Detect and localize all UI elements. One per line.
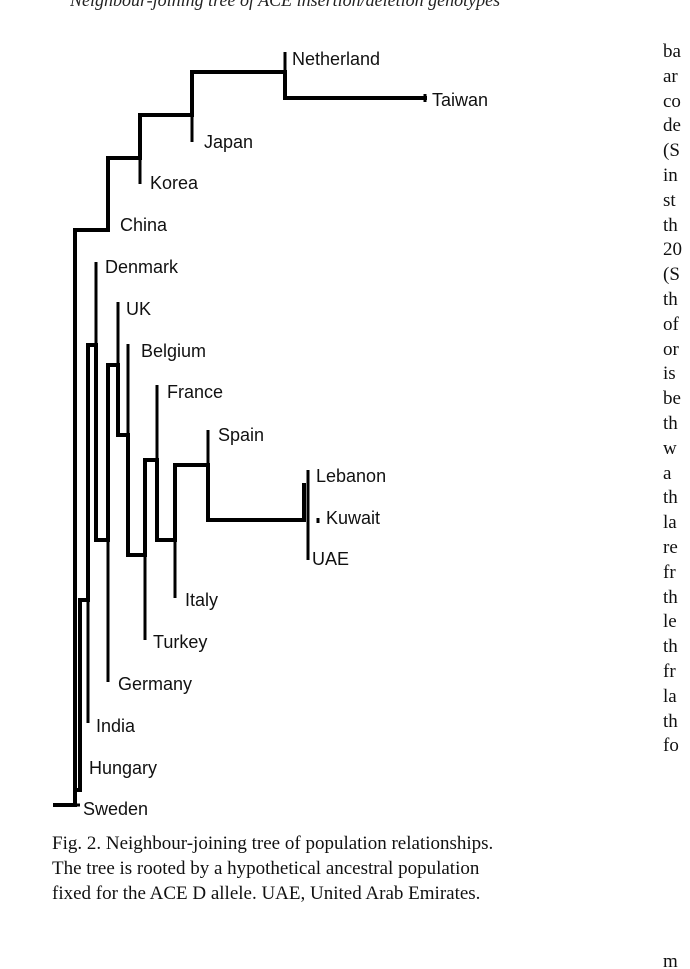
page-header-text: Neighbour-joining tree of ACE insertion/…	[70, 0, 501, 10]
taxon-lebanon: Lebanon	[316, 466, 386, 486]
right-column-line: fr	[663, 660, 676, 682]
taxon-italy: Italy	[185, 590, 218, 610]
right-column-line: ar	[663, 65, 678, 87]
taxon-netherland: Netherland	[292, 49, 380, 69]
taxon-kuwait: Kuwait	[326, 508, 380, 528]
right-column-line: th	[663, 586, 678, 608]
phylogenetic-tree: Netherland Taiwan Japan Korea China Denm…	[53, 49, 488, 819]
right-column-line: is	[663, 363, 676, 385]
right-column-line: 20	[663, 239, 682, 261]
right-column-line: de	[663, 115, 681, 137]
right-column-line: ba	[663, 41, 681, 62]
figure-caption: Fig. 2. Neighbour-joining tree of popula…	[52, 831, 632, 906]
taxon-uae: UAE	[312, 549, 349, 569]
right-column-line: le	[663, 611, 677, 633]
right-column-line: be	[663, 388, 681, 410]
taxon-japan: Japan	[204, 132, 253, 152]
right-column-line: in	[663, 164, 678, 186]
right-column-line: a	[663, 462, 672, 484]
taxon-korea: Korea	[150, 173, 199, 193]
taxon-uk: UK	[126, 299, 151, 319]
right-column-line: th	[663, 214, 678, 236]
taxon-spain: Spain	[218, 425, 264, 445]
right-column-line: la	[663, 512, 677, 534]
taxon-belgium: Belgium	[141, 341, 206, 361]
right-column-line: (S	[663, 140, 680, 162]
right-column-line: th	[663, 710, 678, 732]
right-column-line: th	[663, 412, 678, 434]
right-column-line: fo	[663, 735, 679, 757]
right-column-line: th	[663, 487, 678, 509]
caption-line-1: Fig. 2. Neighbour-joining tree of popula…	[52, 833, 494, 854]
taxon-china: China	[120, 215, 168, 235]
right-column-line: re	[663, 536, 678, 558]
caption-line-2: The tree is rooted by a hypothetical anc…	[52, 858, 480, 879]
right-column-line: fr	[663, 561, 676, 583]
taxon-hungary: Hungary	[89, 758, 157, 778]
right-column-line: or	[663, 338, 679, 360]
right-column-line: co	[663, 90, 681, 112]
right-column-line: th	[663, 636, 678, 658]
right-column-line: th	[663, 288, 678, 310]
taxon-sweden: Sweden	[83, 799, 148, 819]
right-column-line: la	[663, 685, 677, 707]
taxon-france: France	[167, 382, 223, 402]
taxon-turkey: Turkey	[153, 632, 207, 652]
taxon-taiwan: Taiwan	[432, 90, 488, 110]
taxon-denmark: Denmark	[105, 257, 179, 277]
taxon-india: India	[96, 716, 136, 736]
right-column-line: of	[663, 313, 679, 335]
right-column-text: ba ar co de (S in st th 20 (S th of or is be th w a th la re…	[663, 40, 690, 969]
right-column-line: st	[663, 189, 676, 211]
tree-tip-ticks	[75, 52, 427, 807]
right-column-line: m	[663, 951, 678, 969]
right-column-line: (S	[663, 264, 680, 286]
right-column-line: w	[663, 437, 677, 459]
taxon-germany: Germany	[118, 674, 192, 694]
caption-line-3: fixed for the ACE D allele. UAE, United …	[52, 883, 481, 904]
